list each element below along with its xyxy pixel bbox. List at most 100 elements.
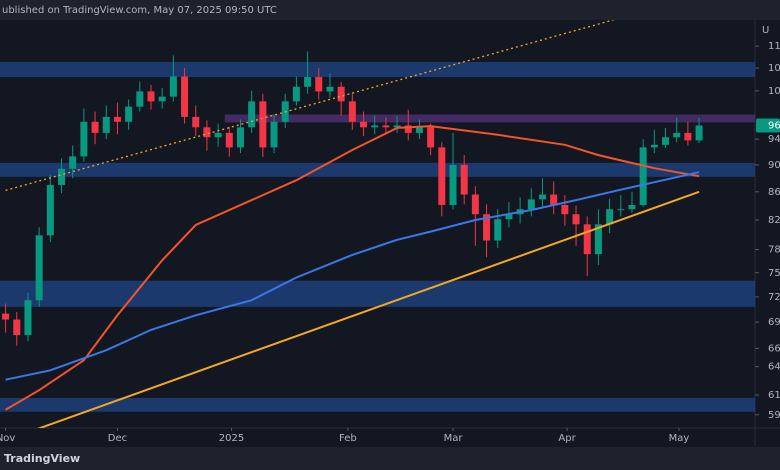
candle-body: [505, 214, 513, 220]
candle-body: [91, 121, 99, 133]
candle-body: [393, 125, 401, 128]
candle-body: [348, 101, 356, 122]
candle-body: [427, 127, 435, 148]
candle-body: [158, 96, 166, 102]
y-tick-label: 90: [768, 160, 780, 171]
candle-body: [617, 209, 625, 211]
candle-body: [561, 205, 569, 215]
x-tick-label: Feb: [339, 433, 357, 444]
candle-body: [192, 116, 200, 128]
candle-body: [46, 184, 54, 236]
candle-body: [695, 125, 703, 141]
candle-body: [494, 219, 502, 241]
candle-body: [2, 313, 10, 320]
candle-body: [80, 121, 88, 157]
y-tick-label: 59: [768, 410, 780, 421]
candle-body: [147, 91, 155, 102]
price-badge-label: 96: [768, 120, 780, 131]
candle-body: [583, 224, 591, 255]
candle-body: [315, 77, 323, 92]
candle-body: [415, 127, 423, 133]
candle-body: [58, 168, 66, 185]
x-tick-label: Nov: [0, 433, 15, 444]
candle-body: [538, 194, 546, 200]
candle-body: [270, 121, 278, 148]
candle-body: [483, 214, 491, 241]
candle-body: [639, 147, 647, 206]
y-tick-label: 66: [768, 343, 780, 354]
candle-body: [136, 91, 144, 107]
plot-area: [0, 20, 755, 428]
candle-body: [550, 194, 558, 206]
y-tick-label: 64: [768, 362, 780, 373]
candle-body: [125, 106, 133, 122]
y-tick-label: 10: [768, 86, 780, 97]
line: [5, 171, 700, 381]
candle-body: [438, 147, 446, 206]
candle-body: [673, 132, 681, 138]
candle-body: [572, 214, 580, 225]
x-tick-label: Apr: [558, 433, 576, 444]
candle-body: [102, 116, 110, 133]
candle-body: [304, 77, 312, 87]
y-tick-label: 86: [768, 187, 780, 198]
y-tick-label: 75: [768, 268, 780, 279]
x-tick-label: 2025: [219, 433, 244, 444]
line: [5, 125, 700, 411]
y-tick-label: 82: [768, 215, 780, 226]
candle-body: [527, 199, 535, 210]
footer-logo: TradingView: [4, 452, 80, 465]
candle-body: [662, 137, 670, 145]
y-tick-label: 94: [768, 134, 780, 145]
candle-body: [203, 127, 211, 138]
candle-body: [371, 125, 379, 128]
zone: [0, 162, 755, 177]
candle-body: [360, 121, 368, 128]
y-tick-label: 61: [768, 390, 780, 401]
line: [37, 190, 700, 428]
candle-body: [684, 132, 692, 141]
candle-body: [248, 101, 256, 128]
candle-body: [449, 164, 457, 206]
candle-body: [594, 224, 602, 255]
candle-body: [292, 86, 300, 102]
candle-body: [181, 76, 189, 117]
y-tick-label: 10: [768, 63, 780, 74]
candle-body: [259, 101, 267, 148]
candle-body: [382, 125, 390, 128]
x-tick-label: May: [669, 433, 690, 444]
y-tick-label: 78: [768, 245, 780, 256]
candle-body: [24, 300, 32, 336]
footer-bar: [0, 447, 780, 470]
candle-body: [326, 86, 334, 92]
candle-body: [337, 86, 345, 102]
currency-label: U: [762, 25, 769, 36]
candle-body: [471, 194, 479, 215]
header-bar: [0, 0, 780, 20]
candle-body: [628, 205, 636, 210]
candle-body: [460, 164, 468, 195]
zone: [0, 61, 755, 78]
y-tick-label: 72: [768, 292, 780, 303]
y-tick-label: 11: [768, 41, 780, 52]
zone: [224, 114, 755, 123]
candle-body: [35, 235, 43, 301]
candle-body: [214, 132, 222, 138]
candle-body: [650, 144, 658, 148]
zone: [0, 397, 755, 412]
x-tick-label: Mar: [444, 433, 464, 444]
candle-body: [13, 319, 21, 336]
candle-body: [225, 132, 233, 148]
y-tick-label: 69: [768, 317, 780, 328]
header-text: ublished on TradingView.com, May 07, 202…: [2, 5, 277, 16]
candle-body: [236, 127, 244, 148]
line: [5, 20, 616, 192]
candle-body: [113, 116, 121, 122]
zone: [0, 280, 755, 307]
x-tick-label: Dec: [108, 433, 127, 444]
candle-body: [69, 156, 77, 169]
candle-body: [404, 125, 412, 133]
candle-body: [169, 76, 177, 97]
